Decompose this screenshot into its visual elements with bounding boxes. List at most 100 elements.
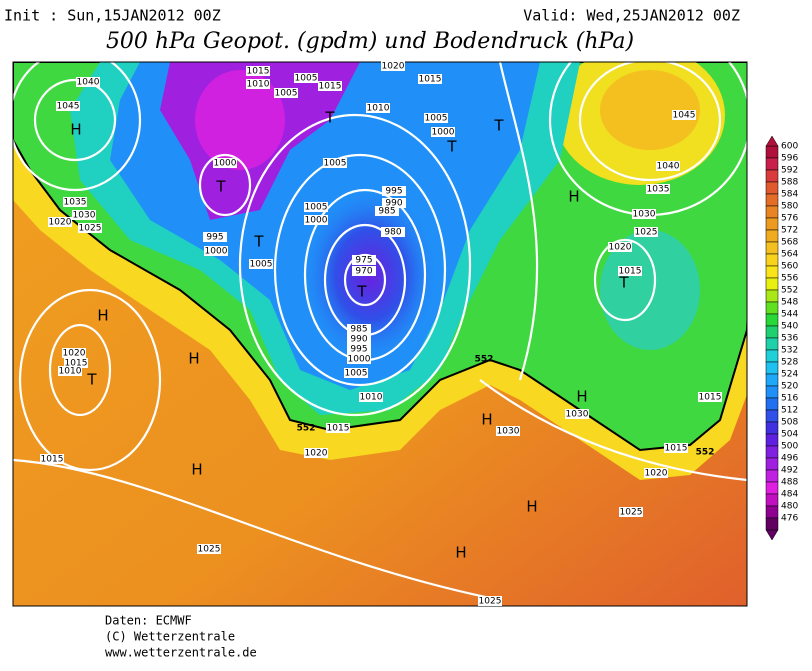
pressure-center: T — [618, 274, 629, 292]
pressure-label: 1010 — [59, 367, 82, 377]
label-bg — [381, 227, 405, 237]
colorbar-swatch — [765, 481, 779, 495]
pressure-label: 1005 — [324, 159, 347, 169]
label-bg — [382, 198, 406, 208]
label-bg — [698, 392, 722, 402]
pressure-label: 1000 — [214, 159, 237, 169]
pressure-label: 990 — [350, 335, 367, 345]
valid-time: Valid: Wed,25JAN2012 00Z — [523, 7, 740, 25]
colorbar-swatch — [765, 421, 779, 435]
pressure-label: 1010 — [360, 393, 383, 403]
colorbar-label: 564 — [781, 250, 798, 260]
colorbar-label: 528 — [781, 358, 798, 368]
pressure-label: 990 — [385, 199, 402, 209]
pressure-label: 1015 — [41, 455, 64, 465]
colorbar-swatch — [765, 157, 779, 171]
label-bg — [304, 215, 328, 225]
colorbar-label: 548 — [781, 298, 798, 308]
pressure-label: 1045 — [673, 111, 696, 121]
pressure-label: 1040 — [77, 78, 100, 88]
colorbar-label: 596 — [781, 154, 798, 164]
colorbar-label: 500 — [781, 442, 798, 452]
label-bg — [381, 61, 405, 71]
pressure-label: 1020 — [382, 62, 405, 72]
colorbar-label: 476 — [781, 514, 798, 524]
pressure-center: H — [97, 307, 108, 325]
pressure-label: 1015 — [665, 444, 688, 454]
pressure-label: 1025 — [198, 545, 221, 555]
colorbar-label: 508 — [781, 418, 798, 428]
colorbar-swatch — [765, 505, 779, 519]
label-bg — [63, 197, 87, 207]
colorbar-swatch — [765, 469, 779, 483]
label-bg — [347, 354, 371, 364]
label-bg — [246, 66, 270, 76]
pressure-label: 1000 — [305, 216, 328, 226]
colorbar-label: 492 — [781, 466, 798, 476]
pressure-center: H — [576, 388, 587, 406]
label-bg — [565, 409, 589, 419]
colorbar-label: 532 — [781, 346, 798, 356]
pressure-label: 1005 — [250, 260, 273, 270]
colorbar-swatch — [765, 145, 779, 159]
pressure-label: 1020 — [63, 349, 86, 359]
pressure-label: 1010 — [367, 104, 390, 114]
colorbar-label: 592 — [781, 166, 798, 176]
pressure-label: 1040 — [657, 162, 680, 172]
pressure-label: 1025 — [620, 508, 643, 518]
colorbar-swatch — [765, 217, 779, 231]
colorbar-label: 488 — [781, 478, 798, 488]
label-bg — [274, 88, 298, 98]
label-bg — [359, 392, 383, 402]
colorbar-swatch — [765, 253, 779, 267]
colorbar-label: 552 — [781, 286, 798, 296]
label-bg — [618, 266, 642, 276]
colorbar-swatch — [765, 325, 779, 339]
colorbar-swatch — [765, 241, 779, 255]
label-bg — [76, 77, 100, 87]
label-bg — [197, 544, 221, 554]
colorbar-swatch — [765, 385, 779, 399]
pressure-label: 1005 — [305, 203, 328, 213]
pressure-label: 1020 — [305, 449, 328, 459]
footer-line: Daten: ECMWF — [105, 614, 192, 628]
label-bg — [644, 468, 668, 478]
colorbar-swatch — [765, 517, 779, 531]
colorbar-label: 544 — [781, 310, 798, 320]
label-bg — [213, 158, 237, 168]
pressure-label: 980 — [384, 228, 401, 238]
pressure-label: 1015 — [699, 393, 722, 403]
pressure-label: 1030 — [73, 211, 96, 221]
pressure-label: 1000 — [205, 247, 228, 257]
label-bg — [496, 426, 520, 436]
label-bg — [431, 127, 455, 137]
colorbar-swatch — [765, 433, 779, 447]
pressure-center: T — [356, 283, 367, 301]
colorbar-label: 584 — [781, 190, 798, 200]
label-bg — [608, 242, 632, 252]
colorbar-cap — [765, 529, 779, 541]
footer-line: (C) Wetterzentrale — [105, 630, 235, 644]
pressure-label: 970 — [355, 267, 372, 277]
pressure-label: 1020 — [609, 243, 632, 253]
colorbar-swatch — [765, 493, 779, 507]
pressure-label: 985 — [378, 207, 395, 217]
pressure-label: 1020 — [645, 469, 668, 479]
pressure-label: 1015 — [247, 67, 270, 77]
pressure-label: 995 — [385, 187, 402, 197]
pressure-label: 1000 — [348, 355, 371, 365]
label-bg — [418, 74, 442, 84]
colorbar-label: 520 — [781, 382, 798, 392]
footer-line: www.wetterzentrale.de — [105, 646, 257, 660]
colorbar-label: 484 — [781, 490, 798, 500]
pressure-label: 1030 — [633, 210, 656, 220]
colorbar-label: 496 — [781, 454, 798, 464]
colorbar-label: 588 — [781, 178, 798, 188]
pressure-label: 1015 — [319, 82, 342, 92]
colorbar-label: 524 — [781, 370, 798, 380]
label-bg — [347, 324, 371, 334]
label-bg — [619, 507, 643, 517]
label-bg — [40, 454, 64, 464]
pressure-center: T — [324, 109, 335, 127]
